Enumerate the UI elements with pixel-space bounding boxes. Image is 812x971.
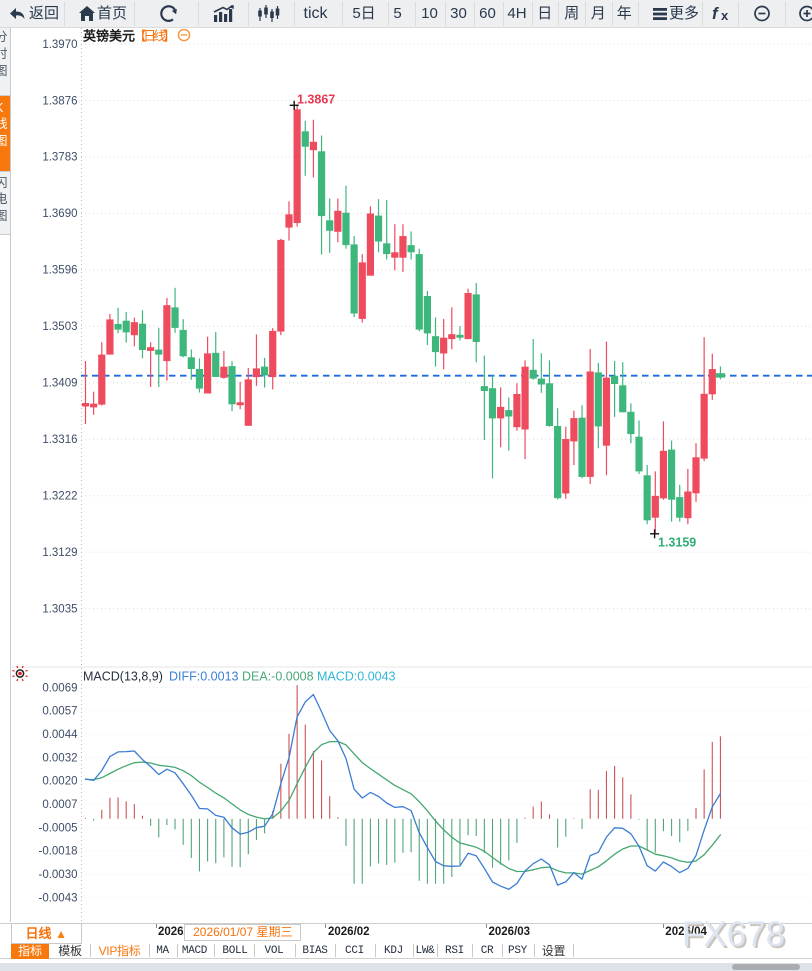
svg-text:0.0069: 0.0069: [42, 682, 77, 694]
svg-text:DEA:-0.0008: DEA:-0.0008: [242, 670, 314, 684]
svg-text:-0.0043: -0.0043: [38, 892, 77, 904]
svg-text:1.3222: 1.3222: [42, 491, 77, 503]
svg-text:0.0032: 0.0032: [42, 752, 77, 764]
svg-text:1.3970: 1.3970: [42, 39, 77, 51]
svg-text:1.3409: 1.3409: [42, 378, 77, 390]
svg-text:1.3035: 1.3035: [42, 603, 77, 615]
svg-text:0.0044: 0.0044: [42, 729, 78, 741]
svg-text:1.3129: 1.3129: [42, 547, 77, 559]
svg-text:-0.0018: -0.0018: [38, 846, 77, 858]
svg-text:1.3783: 1.3783: [42, 152, 77, 164]
svg-text:【日线】: 【日线】: [134, 29, 173, 44]
svg-text:1.3159: 1.3159: [658, 536, 696, 550]
svg-text:0.0007: 0.0007: [42, 799, 77, 811]
svg-text:1.3316: 1.3316: [42, 434, 77, 446]
svg-text:MACD(13,8,9): MACD(13,8,9): [83, 670, 163, 684]
svg-text:-0.0005: -0.0005: [38, 822, 77, 834]
svg-text:1.3867: 1.3867: [297, 93, 335, 107]
svg-text:DIFF:0.0013: DIFF:0.0013: [169, 670, 239, 684]
svg-text:-0.0030: -0.0030: [38, 869, 77, 881]
svg-text:0.0020: 0.0020: [42, 776, 77, 788]
svg-text:1.3503: 1.3503: [42, 321, 77, 333]
svg-text:MACD:0.0043: MACD:0.0043: [317, 670, 396, 684]
svg-text:1.3690: 1.3690: [42, 208, 77, 220]
svg-text:1.3596: 1.3596: [42, 265, 77, 277]
svg-text:0.0057: 0.0057: [42, 706, 77, 718]
svg-text:英镑美元: 英镑美元: [82, 29, 135, 44]
svg-text:1.3876: 1.3876: [42, 95, 77, 107]
